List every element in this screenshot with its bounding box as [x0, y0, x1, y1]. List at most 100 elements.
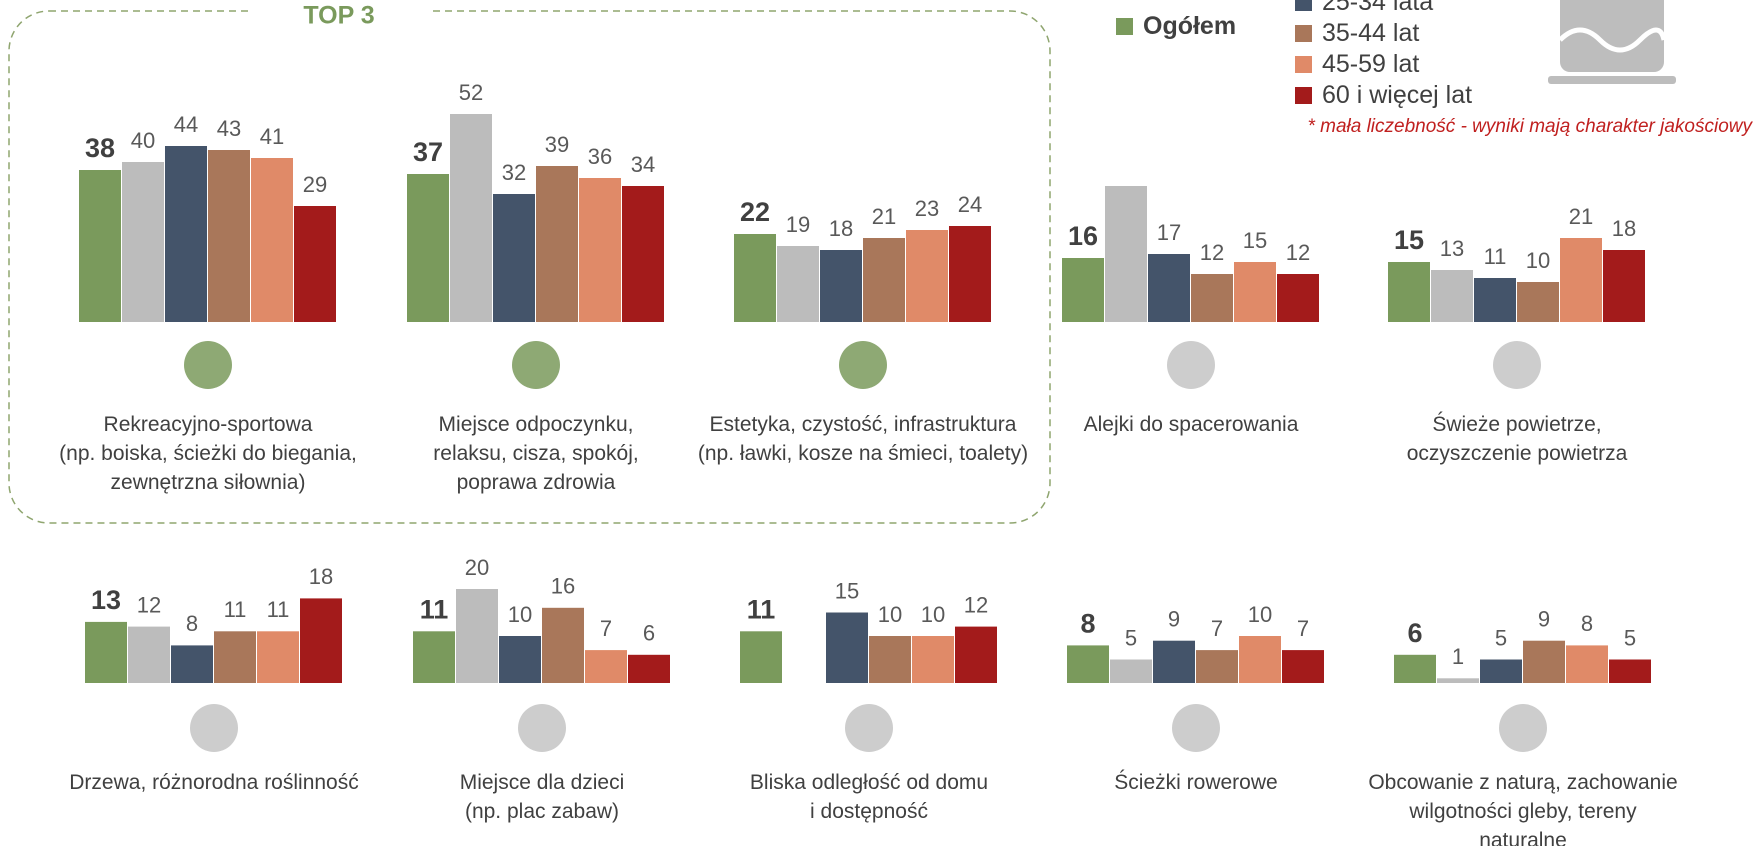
value-label: 8 [1581, 611, 1593, 636]
bar [450, 114, 492, 322]
value-label: 5 [1125, 625, 1137, 650]
value-label: 44 [174, 112, 198, 137]
legend-swatch [1116, 18, 1133, 35]
value-label: 39 [545, 132, 569, 157]
value-label: 6 [643, 621, 655, 646]
bar [628, 654, 670, 683]
value-label: 11 [420, 594, 449, 624]
bar [1474, 278, 1516, 322]
category-icon [1167, 341, 1215, 389]
category-label: Drzewa, różnorodna roślinność [69, 771, 359, 794]
bar [128, 626, 170, 683]
bar [165, 146, 207, 322]
top3-frame [8, 10, 1051, 524]
legend-label: 60 i więcej lat [1322, 81, 1473, 109]
value-label: 12 [964, 592, 988, 617]
legend-label: 25-34 lata [1322, 0, 1434, 16]
bar [79, 170, 121, 322]
bar [1560, 238, 1602, 322]
value-label: 10 [921, 602, 945, 627]
value-label: 21 [872, 204, 896, 229]
bar [912, 636, 954, 683]
category-icon [1172, 704, 1220, 752]
value-label: 29 [303, 172, 327, 197]
value-label: 10 [508, 602, 532, 627]
value-label: 21 [1569, 204, 1593, 229]
category-icon [1493, 341, 1541, 389]
bar [777, 246, 819, 322]
legend-item: 45-59 lat [1295, 50, 1419, 79]
bar [949, 226, 991, 322]
value-label: 5 [1495, 625, 1507, 650]
bar [863, 238, 905, 322]
value-label: 10 [1248, 602, 1272, 627]
bar [1480, 659, 1522, 683]
legend-label: Ogółem [1143, 12, 1237, 40]
value-label: 7 [1211, 616, 1223, 641]
category-label: Rekreacyjno-sportowa (np. boiska, ścieżk… [59, 413, 357, 494]
bar [542, 607, 584, 683]
value-label: 6 [1407, 618, 1422, 648]
bar [820, 250, 862, 322]
bar [955, 626, 997, 683]
value-label: 19 [786, 212, 810, 237]
legend-swatch [1295, 87, 1312, 104]
category-icon [190, 704, 238, 752]
bar [214, 631, 256, 683]
bar [407, 174, 449, 322]
category-label: Bliska odległość od domu i dostępność [749, 771, 989, 823]
legend-item: 60 i więcej lat [1295, 81, 1472, 110]
category-icon [845, 704, 893, 752]
bar [251, 158, 293, 322]
bar [1609, 659, 1651, 683]
value-label: 18 [1612, 216, 1636, 241]
value-label: 20 [465, 555, 489, 580]
bar [536, 166, 578, 322]
legend-swatch [1295, 56, 1312, 73]
value-label: 52 [459, 80, 483, 105]
value-label: 13 [91, 585, 121, 615]
bar [1105, 186, 1147, 322]
value-label: 11 [267, 597, 290, 622]
category-icon [184, 341, 232, 389]
value-label: 37 [413, 137, 443, 167]
bar [1196, 650, 1238, 683]
value-label: 38 [85, 133, 115, 163]
bar [413, 631, 455, 683]
bar [1517, 282, 1559, 322]
bar [906, 230, 948, 322]
bar [1603, 250, 1645, 322]
bar [122, 162, 164, 322]
bar [1394, 654, 1436, 683]
value-label: 5 [1624, 625, 1636, 650]
category-icon [512, 341, 560, 389]
bar [499, 636, 541, 683]
bar [1153, 640, 1195, 683]
bar [740, 631, 782, 683]
bar [1067, 645, 1109, 683]
value-label: 8 [1080, 609, 1095, 639]
category-icon [839, 341, 887, 389]
bar [1148, 254, 1190, 322]
bar [826, 612, 868, 683]
value-label: 7 [600, 616, 612, 641]
legend-item: 25-34 lata [1295, 0, 1433, 17]
value-label: 12 [137, 592, 161, 617]
value-label: 41 [260, 124, 284, 149]
bar [1282, 650, 1324, 683]
top3-title: TOP 3 [303, 2, 374, 30]
value-label: 8 [186, 611, 198, 636]
value-label: 7 [1297, 616, 1309, 641]
value-label: 15 [835, 578, 859, 603]
bar [294, 206, 336, 322]
value-label: 36 [588, 144, 612, 169]
value-label: 11 [224, 597, 247, 622]
bar [1523, 640, 1565, 683]
value-label: 9 [1168, 607, 1180, 632]
value-label: 24 [958, 192, 982, 217]
value-label: 22 [740, 197, 770, 227]
category-label: Miejsce odpoczynku, relaksu, cisza, spok… [433, 413, 639, 494]
category-label: Świeże powietrze, oczyszczenie powietrza [1406, 413, 1628, 465]
bar [1566, 645, 1608, 683]
value-label: 32 [502, 160, 526, 185]
